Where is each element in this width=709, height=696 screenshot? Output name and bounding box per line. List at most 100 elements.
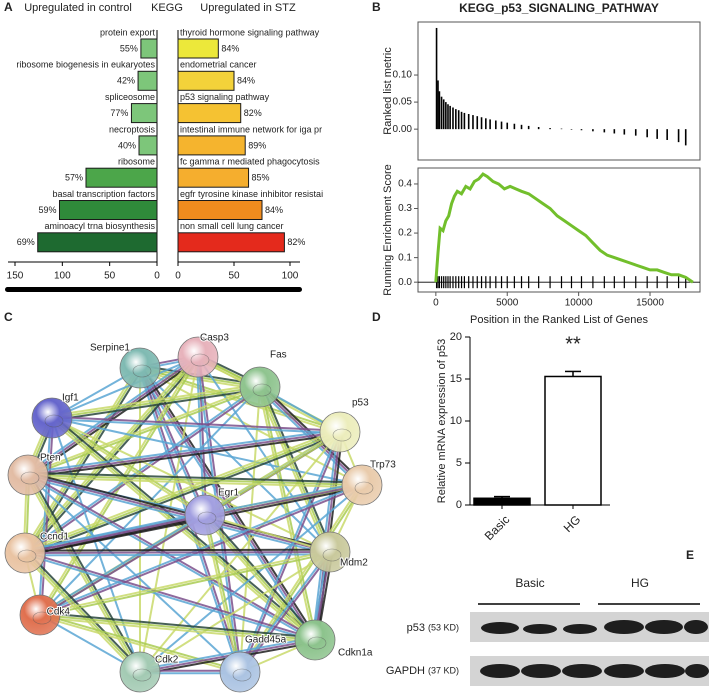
edge: [39, 482, 362, 615]
y-tick-label: 20: [450, 331, 462, 343]
node-label: Casp3: [200, 333, 229, 344]
node-label: Cdk2: [155, 655, 179, 666]
edge: [22, 366, 139, 553]
edge: [51, 417, 331, 553]
node-label: Cdk4: [47, 607, 71, 618]
percent-label: 82%: [287, 237, 305, 247]
y-tick-label: 0.4: [398, 179, 412, 190]
node-structure: [190, 353, 210, 367]
plot-frame: [417, 167, 701, 293]
node-label: Ccnd1: [40, 532, 69, 543]
edge: [51, 417, 363, 486]
separator-bar: [5, 287, 302, 292]
edge: [24, 514, 206, 554]
category-label: fc gamma r mediated phagocytosis: [180, 157, 320, 167]
edge: [37, 417, 52, 615]
edge: [52, 416, 207, 515]
edge: [39, 615, 240, 675]
plot-frame: [417, 21, 701, 161]
category-label: necroptosis: [109, 124, 156, 134]
y-tick-label: 0.0: [398, 277, 412, 288]
category-label: p53 signaling pathway: [180, 92, 270, 102]
edge: [206, 512, 318, 640]
edge: [24, 548, 330, 552]
edge: [204, 514, 331, 553]
node-label: Igf1: [62, 393, 79, 404]
x-tick-label: 0: [154, 271, 160, 282]
percent-label: 85%: [252, 173, 270, 183]
chart-title: KEGG_p53_SIGNALING_PATHWAY: [459, 1, 659, 15]
edge: [24, 552, 141, 673]
y-tick-label: 0.00: [393, 124, 413, 135]
percent-label: 89%: [248, 140, 266, 150]
edge: [25, 516, 206, 557]
panel-letter: A: [4, 0, 13, 14]
edge: [25, 553, 331, 557]
node-label: Fas: [270, 350, 287, 361]
bar: [177, 103, 242, 124]
edge: [51, 383, 260, 417]
edge: [27, 476, 362, 489]
edge: [40, 611, 316, 639]
bar: [177, 167, 250, 188]
percent-label: 69%: [17, 237, 35, 247]
node-structure: [32, 611, 52, 625]
legend-label: Upregulated in control: [24, 2, 132, 14]
panel-letter: E: [686, 548, 694, 562]
band: [563, 624, 597, 634]
size-label: (53 KD): [428, 622, 459, 632]
edge: [137, 368, 314, 642]
bar: [138, 135, 158, 156]
node-structure: [332, 428, 352, 442]
x-tick-label: 50: [104, 271, 116, 282]
x-axis-label: Position in the Ranked List of Genes: [470, 314, 648, 326]
percent-label: 84%: [237, 76, 255, 86]
edge: [139, 636, 315, 671]
band: [645, 664, 685, 678]
y-tick-label: 0: [456, 499, 462, 511]
category-label: basal transcription factors: [52, 189, 155, 199]
node-label: Egr1: [218, 488, 240, 499]
edge: [51, 356, 199, 419]
bar: [177, 70, 235, 91]
edge: [39, 549, 330, 615]
category-label: protein export: [100, 27, 156, 37]
edge: [27, 476, 330, 556]
edge: [23, 428, 340, 552]
bar: [177, 38, 219, 59]
edge: [28, 471, 363, 484]
edge: [27, 474, 241, 673]
edge: [39, 614, 316, 641]
x-tick-label: 0: [433, 298, 439, 309]
edge: [27, 474, 331, 553]
category-label: thyroid hormone signaling pathway: [180, 27, 320, 37]
node-structure: [44, 414, 64, 428]
node: [239, 366, 281, 408]
y-tick-label: 0.05: [393, 97, 413, 108]
edge: [23, 385, 260, 553]
node-label: p53: [352, 398, 369, 409]
edge: [40, 485, 363, 618]
y-tick-label: 15: [450, 373, 462, 385]
node: [7, 454, 49, 496]
x-tick-label: 10000: [565, 298, 593, 309]
edge: [197, 356, 331, 553]
edge: [139, 484, 363, 673]
node: [119, 347, 161, 389]
panel-letter: C: [4, 310, 13, 324]
edge: [24, 511, 205, 552]
node: [294, 619, 336, 661]
edge: [24, 551, 331, 554]
edge: [52, 415, 341, 432]
bar: [85, 167, 158, 188]
edge: [27, 356, 199, 476]
bar: [473, 497, 531, 506]
bar: [58, 200, 158, 220]
node: [184, 494, 226, 536]
node: [319, 411, 361, 453]
edge: [195, 357, 205, 516]
node: [119, 651, 161, 693]
x-tick-label: HG: [561, 512, 584, 535]
node-structure: [197, 511, 217, 525]
band: [685, 664, 709, 678]
